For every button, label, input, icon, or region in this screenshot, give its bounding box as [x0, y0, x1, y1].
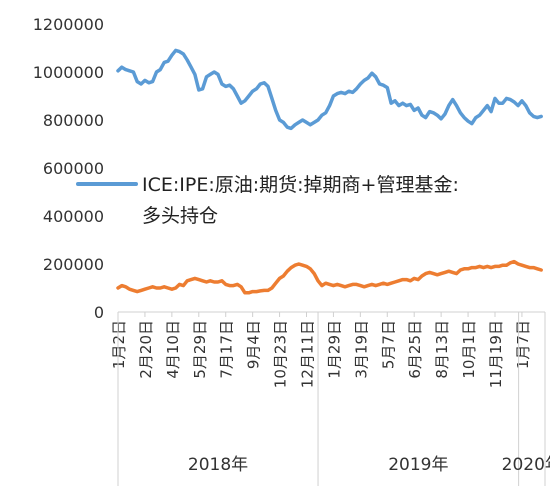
x-tick-label: 3月19日: [352, 320, 370, 379]
year-group-label: 2018年: [188, 455, 248, 475]
series-layer: [116, 48, 543, 295]
legend: ICE:IPE:原油:期货:掉期商+管理基金: 多头持仓: [76, 174, 459, 227]
y-tick-label: 800000: [43, 111, 104, 130]
x-tick-label: 5月29日: [191, 320, 209, 379]
y-tick-label: 0: [94, 303, 104, 322]
y-tick-label: 200000: [43, 255, 104, 274]
x-tick-label: 5月7日: [379, 320, 397, 369]
y-tick-label: 1200000: [33, 15, 104, 34]
x-tick-label: 1月7日: [514, 320, 532, 369]
x-tick-label: 6月25日: [406, 320, 424, 379]
y-tick-label: 400000: [43, 207, 104, 226]
y-tick-label: 1000000: [33, 63, 104, 82]
x-tick-label: 12月11日: [298, 320, 316, 388]
y-tick-label: 600000: [43, 159, 104, 178]
legend-label-line-1: ICE:IPE:原油:期货:掉期商+管理基金:: [142, 174, 459, 196]
x-tick-labels: 1月2日 2月20日 4月10日 5月29日 7月17日 9月4日 10月23日 12月11日…: [110, 312, 532, 388]
x-tick-label: 1月2日: [110, 320, 128, 369]
year-groups: 2018年 2019年 2020年: [117, 312, 550, 486]
x-tick-label: 11月19日: [487, 320, 505, 388]
legend-label-line-2: 多头持仓: [142, 205, 218, 227]
x-tick-label: 7月17日: [218, 320, 236, 379]
year-group-label: 2019年: [388, 455, 448, 475]
x-tick-label: 10月23日: [272, 320, 290, 388]
year-group-label: 2020年: [502, 455, 550, 475]
x-tick-label: 2月20日: [137, 320, 155, 379]
x-tick-label: 8月13日: [433, 320, 451, 379]
x-tick-label: 9月4日: [245, 320, 263, 369]
y-axis: 0 200000 400000 600000 800000 1000000 1200000: [33, 15, 104, 322]
x-tick-label: 10月1日: [460, 320, 478, 379]
x-tick-label: 1月29日: [325, 320, 343, 379]
series-line-2: [116, 259, 543, 295]
series-line-1: [116, 48, 543, 131]
x-tick-label: 4月10日: [164, 320, 182, 379]
